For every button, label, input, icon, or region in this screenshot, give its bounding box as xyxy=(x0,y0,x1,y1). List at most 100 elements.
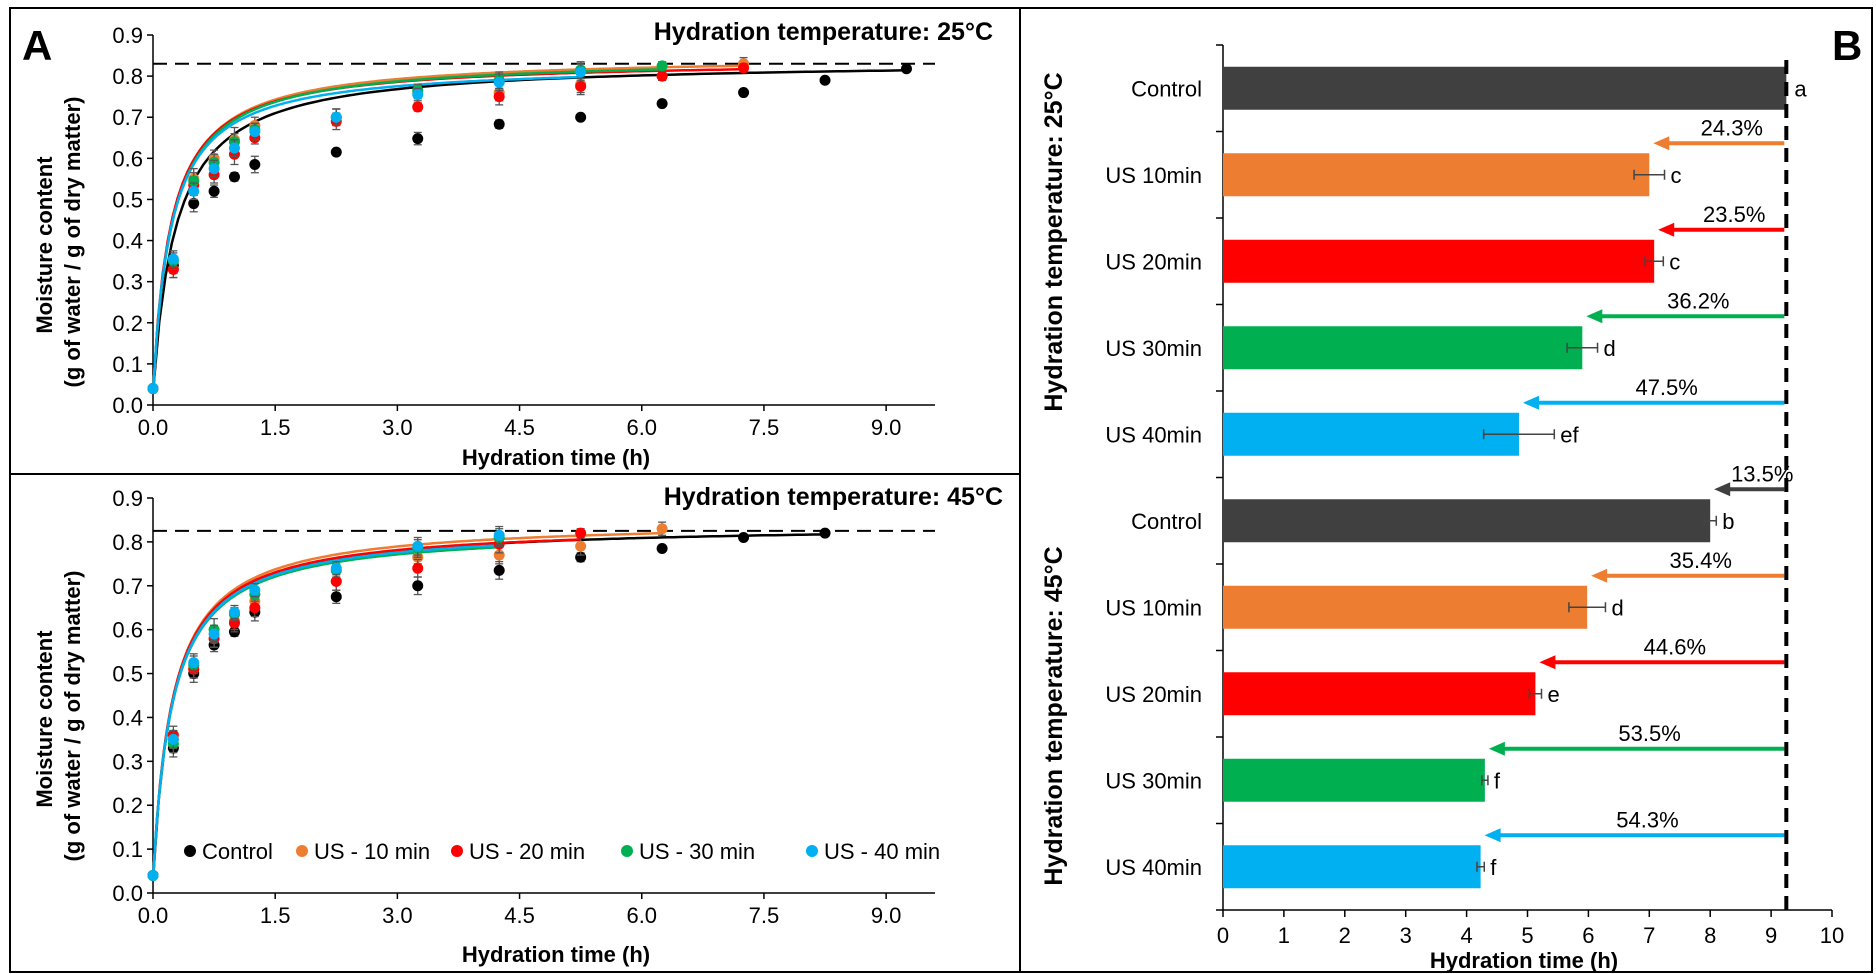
bar-category-label: Control xyxy=(1131,76,1202,101)
x-tick-label: 0.0 xyxy=(138,903,169,928)
y-tick-label: 0.3 xyxy=(112,749,143,774)
legend-label-us-20-min: US - 20 min xyxy=(469,839,585,864)
reduction-percent-label: 35.4% xyxy=(1670,548,1732,573)
data-point-us-20-min xyxy=(738,62,750,74)
x-tick-label: 1.5 xyxy=(260,903,291,928)
reduction-arrow-head xyxy=(1714,482,1731,497)
panel-b-frame xyxy=(1019,7,1873,973)
x-tick-label: 2 xyxy=(1339,923,1351,948)
data-point-us-20-min xyxy=(249,602,261,614)
x-tick-label: 3.0 xyxy=(382,903,413,928)
y-tick-label: 0.7 xyxy=(112,574,143,599)
bar-us-10min xyxy=(1223,153,1650,197)
scatter-chart-45c: Hydration temperature: 45°C Moisture con… xyxy=(32,483,1003,967)
data-point-us-40-min xyxy=(228,606,240,618)
legend: Control US - 10 min US - 20 min US - 30 min… xyxy=(184,839,940,864)
bar-category-label: US 40min xyxy=(1105,422,1202,447)
fit-curve-us-40-min xyxy=(151,544,500,880)
data-point-control xyxy=(575,111,587,123)
bar-category-label: Control xyxy=(1131,509,1202,534)
data-point-us-40-min xyxy=(412,540,424,552)
data-point-us-20-min xyxy=(656,70,668,82)
x-tick-label: 9.0 xyxy=(871,903,902,928)
x-tick-label: 3 xyxy=(1400,923,1412,948)
significance-letter: e xyxy=(1548,682,1560,707)
data-point-control xyxy=(493,564,505,576)
panel-a-label: A xyxy=(22,22,52,69)
y-tick-label: 0.0 xyxy=(112,393,143,418)
data-point-control xyxy=(228,171,240,183)
x-tick-label: 4 xyxy=(1460,923,1472,948)
x-tick-label: 0.0 xyxy=(138,415,169,440)
svg-text:Moisture content (g of: Moisture content (g of water / g of dry … xyxy=(32,97,85,388)
reduction-percent-label: 54.3% xyxy=(1616,807,1678,832)
data-point-control xyxy=(330,146,342,158)
x-axis-title: Hydration time (h) xyxy=(462,445,650,470)
chart-title: Hydration temperature: 25°C xyxy=(654,18,993,46)
x-axis-title: Hydration time (h) xyxy=(462,942,650,967)
reduction-arrow-head xyxy=(1522,395,1539,410)
y-tick-label: 0.6 xyxy=(112,146,143,171)
reduction-arrow-head xyxy=(1484,828,1501,843)
data-point-us-40-min xyxy=(147,869,159,881)
data-point-control xyxy=(656,542,668,554)
legend-marker-us-30-min xyxy=(621,845,633,857)
panel-b-label: B xyxy=(1832,22,1862,69)
x-tick-label: 6.0 xyxy=(626,415,657,440)
bar-chart-hydration-time: Hydration time (h) Hydration temperature… xyxy=(1040,44,1844,973)
significance-letter: a xyxy=(1794,76,1807,101)
bar-us-40min xyxy=(1223,845,1481,889)
significance-letter: b xyxy=(1722,509,1734,534)
y-axis-title-line1: Moisture content xyxy=(32,156,57,334)
reduction-percent-label: 53.5% xyxy=(1618,721,1680,746)
significance-letter: c xyxy=(1671,163,1682,188)
data-point-us-40-min xyxy=(412,89,424,101)
x-tick-label: 1 xyxy=(1278,923,1290,948)
y-axis-title: Moisture content (g of water / g of dry … xyxy=(32,571,85,862)
significance-letter: d xyxy=(1611,595,1623,620)
data-point-control xyxy=(330,591,342,603)
data-point-us-30-min xyxy=(188,175,200,187)
significance-letter: c xyxy=(1669,249,1680,274)
data-point-us-20-min xyxy=(575,527,587,539)
bar-us-20min xyxy=(1223,672,1536,716)
bar-us-10min xyxy=(1223,585,1588,629)
bar-us-20min xyxy=(1223,239,1655,283)
data-point-control xyxy=(493,118,505,130)
reduction-arrow-head xyxy=(1658,222,1675,237)
fit-curve-us-20-min xyxy=(151,538,581,880)
y-tick-label: 0.3 xyxy=(112,270,143,295)
scatter-chart-25c: Hydration temperature: 25°C Moisture con… xyxy=(32,18,993,470)
data-point-control xyxy=(738,87,750,99)
data-point-us-20-min xyxy=(412,562,424,574)
y-tick-label: 0.5 xyxy=(112,187,143,212)
fit-curve-us-10-min xyxy=(151,64,744,393)
bar-category-label: US 10min xyxy=(1105,163,1202,188)
data-point-us-20-min xyxy=(493,91,505,103)
y-tick-label: 0.4 xyxy=(112,229,143,254)
y-tick-label: 0.8 xyxy=(112,530,143,555)
data-point-us-20-min xyxy=(575,80,587,92)
significance-letter: f xyxy=(1490,855,1497,880)
y-axis-title-line2: (g of water / g of dry matter) xyxy=(60,571,85,862)
data-point-control xyxy=(656,98,668,110)
x-tick-label: 10 xyxy=(1820,923,1844,948)
reduction-percent-label: 23.5% xyxy=(1703,202,1765,227)
bar-us-40min xyxy=(1223,412,1519,456)
x-tick-label: 4.5 xyxy=(504,903,535,928)
data-point-us-40-min xyxy=(575,66,587,78)
y-tick-label: 0.4 xyxy=(112,705,143,730)
group-label-45c: Hydration temperature: 45°C xyxy=(1040,546,1068,885)
y-tick-label: 0.1 xyxy=(112,837,143,862)
x-tick-label: 4.5 xyxy=(504,415,535,440)
reduction-percent-label: 36.2% xyxy=(1667,288,1729,313)
bar-category-label: US 20min xyxy=(1105,249,1202,274)
x-tick-label: 7.5 xyxy=(749,903,780,928)
bar-control xyxy=(1223,66,1787,110)
legend-label-us-10-min: US - 10 min xyxy=(314,839,430,864)
fit-curve-us-10-min xyxy=(151,531,663,880)
x-tick-label: 0 xyxy=(1217,923,1229,948)
data-point-us-40-min xyxy=(330,111,342,123)
reduction-arrow-head xyxy=(1591,568,1608,583)
significance-letter: f xyxy=(1494,768,1501,793)
